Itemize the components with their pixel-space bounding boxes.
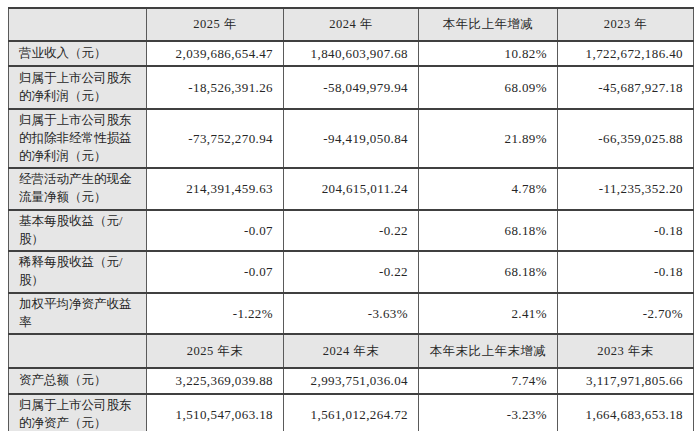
value-operating-cash-flow-2023: -11,235,352.20 [558, 168, 694, 210]
value-net-assets-2024: 1,561,012,264.72 [284, 394, 419, 431]
value-total-assets-2025: 3,225,369,039.88 [147, 368, 284, 394]
value-deducted-net-profit-2023: -66,359,025.88 [558, 109, 694, 168]
header-2025-end: 2025 年末 [147, 334, 284, 368]
header-row-period-end: 2025 年末 2024 年末 本年末比上年末增减 2023 年末 [9, 334, 694, 368]
value-net-profit-2024: -58,049,979.94 [284, 66, 419, 109]
value-weighted-avg-roe-2023: -2.70% [558, 293, 694, 335]
value-net-profit-change: 68.09% [419, 66, 558, 109]
header-2024-end: 2024 年末 [284, 334, 419, 368]
table-row-revenue: 营业收入（元） 2,039,686,654.47 1,840,603,907.6… [9, 41, 694, 66]
table-row-total-assets: 资产总额（元） 3,225,369,039.88 2,993,751,036.0… [9, 368, 694, 394]
row-label-basic-eps: 基本每股收益（元/股） [9, 210, 147, 252]
table-row-diluted-eps: 稀释每股收益（元/股） -0.07 -0.22 68.18% -0.18 [9, 251, 694, 293]
table-row-weighted-avg-roe: 加权平均净资产收益率 -1.22% -3.63% 2.41% -2.70% [9, 293, 694, 335]
value-basic-eps-2023: -0.18 [558, 210, 694, 252]
header-2025: 2025 年 [147, 8, 284, 41]
row-label-deducted-net-profit: 归属于上市公司股东的扣除非经常性损益的净利润（元） [9, 109, 147, 168]
row-label-revenue: 营业收入（元） [9, 41, 147, 66]
value-revenue-2025: 2,039,686,654.47 [147, 41, 284, 66]
row-label-operating-cash-flow: 经营活动产生的现金流量净额（元） [9, 168, 147, 210]
value-revenue-2024: 1,840,603,907.68 [284, 41, 419, 66]
financial-summary-table: 2025 年 2024 年 本年比上年增减 2023 年 营业收入（元） 2,0… [8, 7, 694, 431]
header-blank-cell [9, 8, 147, 41]
value-deducted-net-profit-2025: -73,752,270.94 [147, 109, 284, 168]
row-label-net-profit: 归属于上市公司股东的净利润（元） [9, 66, 147, 109]
value-basic-eps-2025: -0.07 [147, 210, 284, 252]
value-weighted-avg-roe-2025: -1.22% [147, 293, 284, 335]
table-row-net-assets: 归属于上市公司股东的净资产（元） 1,510,547,063.18 1,561,… [9, 394, 694, 431]
row-label-net-assets: 归属于上市公司股东的净资产（元） [9, 394, 147, 431]
value-operating-cash-flow-change: 4.78% [419, 168, 558, 210]
header-row-annual: 2025 年 2024 年 本年比上年增减 2023 年 [9, 8, 694, 41]
value-diluted-eps-2025: -0.07 [147, 251, 284, 293]
table-row-deducted-net-profit: 归属于上市公司股东的扣除非经常性损益的净利润（元） -73,752,270.94… [9, 109, 694, 168]
value-basic-eps-change: 68.18% [419, 210, 558, 252]
value-total-assets-change: 7.74% [419, 368, 558, 394]
header-end-yoy-change: 本年末比上年末增减 [419, 334, 558, 368]
financial-summary-page: 2025 年 2024 年 本年比上年增减 2023 年 营业收入（元） 2,0… [0, 0, 700, 431]
value-net-assets-change: -3.23% [419, 394, 558, 431]
value-diluted-eps-change: 68.18% [419, 251, 558, 293]
value-net-profit-2023: -45,687,927.18 [558, 66, 694, 109]
table-row-basic-eps: 基本每股收益（元/股） -0.07 -0.22 68.18% -0.18 [9, 210, 694, 252]
value-basic-eps-2024: -0.22 [284, 210, 419, 252]
value-operating-cash-flow-2024: 204,615,011.24 [284, 168, 419, 210]
row-label-diluted-eps: 稀释每股收益（元/股） [9, 251, 147, 293]
value-diluted-eps-2023: -0.18 [558, 251, 694, 293]
row-label-weighted-avg-roe: 加权平均净资产收益率 [9, 293, 147, 335]
value-total-assets-2024: 2,993,751,036.04 [284, 368, 419, 394]
header-2023-end: 2023 年末 [558, 334, 694, 368]
value-weighted-avg-roe-2024: -3.63% [284, 293, 419, 335]
row-label-total-assets: 资产总额（元） [9, 368, 147, 394]
table-row-operating-cash-flow: 经营活动产生的现金流量净额（元） 214,391,459.63 204,615,… [9, 168, 694, 210]
value-revenue-change: 10.82% [419, 41, 558, 66]
value-weighted-avg-roe-change: 2.41% [419, 293, 558, 335]
header-2023: 2023 年 [558, 8, 694, 41]
table-row-net-profit: 归属于上市公司股东的净利润（元） -18,526,391.26 -58,049,… [9, 66, 694, 109]
value-diluted-eps-2024: -0.22 [284, 251, 419, 293]
value-total-assets-2023: 3,117,971,805.66 [558, 368, 694, 394]
header-blank-cell-2 [9, 334, 147, 368]
header-yoy-change: 本年比上年增减 [419, 8, 558, 41]
value-net-profit-2025: -18,526,391.26 [147, 66, 284, 109]
value-deducted-net-profit-2024: -94,419,050.84 [284, 109, 419, 168]
value-revenue-2023: 1,722,672,186.40 [558, 41, 694, 66]
value-net-assets-2023: 1,664,683,653.18 [558, 394, 694, 431]
value-deducted-net-profit-change: 21.89% [419, 109, 558, 168]
value-operating-cash-flow-2025: 214,391,459.63 [147, 168, 284, 210]
header-2024: 2024 年 [284, 8, 419, 41]
value-net-assets-2025: 1,510,547,063.18 [147, 394, 284, 431]
